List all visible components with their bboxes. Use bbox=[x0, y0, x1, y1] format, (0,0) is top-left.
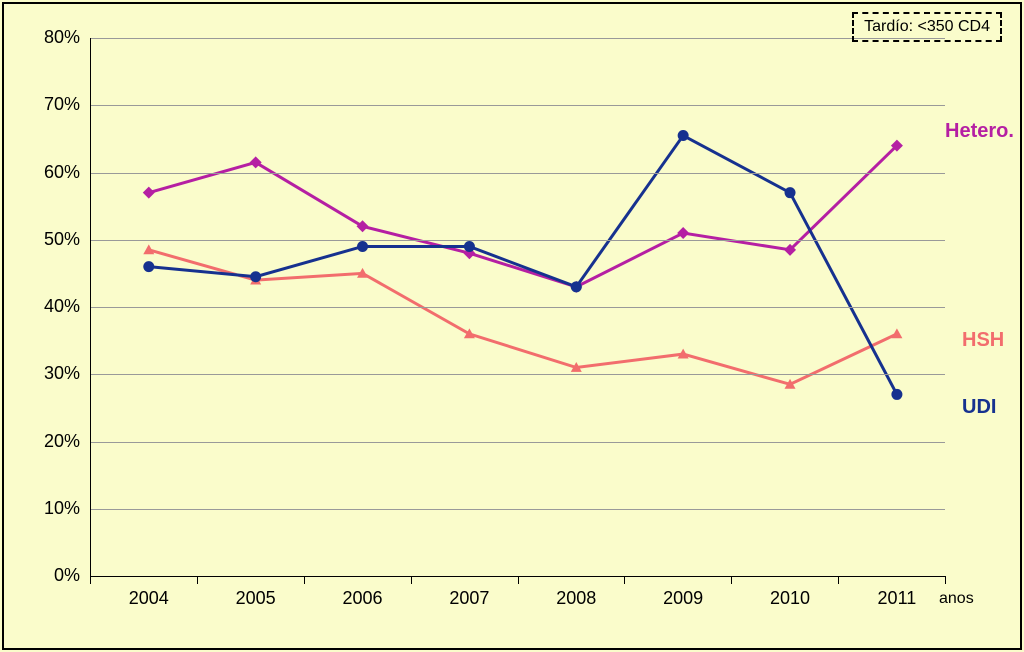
marker bbox=[678, 130, 689, 141]
y-tick-label: 0% bbox=[30, 565, 80, 586]
x-axis-label: anos bbox=[939, 590, 974, 608]
annotation-text: Tardío: <350 CD4 bbox=[864, 18, 990, 35]
x-tick-label: 2007 bbox=[439, 588, 499, 609]
x-tick bbox=[945, 576, 946, 584]
gridline bbox=[90, 173, 945, 174]
x-tick bbox=[411, 576, 412, 584]
y-tick-label: 40% bbox=[30, 296, 80, 317]
marker bbox=[677, 227, 689, 239]
marker bbox=[143, 244, 154, 254]
x-tick-label: 2005 bbox=[226, 588, 286, 609]
y-tick-label: 70% bbox=[30, 94, 80, 115]
chart-container: Tardío: <350 CD4 anos 0% 10% 20% 30% 40% 50% 6… bbox=[0, 0, 1024, 652]
x-tick-label: 2008 bbox=[546, 588, 606, 609]
y-tick-label: 10% bbox=[30, 498, 80, 519]
gridline bbox=[90, 38, 945, 39]
x-tick bbox=[731, 576, 732, 584]
marker bbox=[250, 271, 261, 282]
x-tick-label: 2006 bbox=[333, 588, 393, 609]
series-label-hetero: Hetero. bbox=[945, 120, 1014, 143]
gridline bbox=[90, 240, 945, 241]
marker bbox=[464, 241, 475, 252]
annotation-box: Tardío: <350 CD4 bbox=[852, 12, 1002, 42]
marker bbox=[143, 187, 155, 199]
x-tick-label: 2010 bbox=[760, 588, 820, 609]
gridline bbox=[90, 105, 945, 106]
marker bbox=[143, 261, 154, 272]
series-line-udi bbox=[149, 136, 897, 395]
x-tick bbox=[518, 576, 519, 584]
marker bbox=[891, 328, 902, 338]
marker bbox=[785, 187, 796, 198]
series-label-udi: UDI bbox=[962, 396, 996, 419]
x-tick bbox=[197, 576, 198, 584]
x-tick-label: 2004 bbox=[119, 588, 179, 609]
y-axis-line bbox=[90, 38, 91, 576]
y-tick-label: 50% bbox=[30, 229, 80, 250]
gridline bbox=[90, 442, 945, 443]
x-tick-label: 2009 bbox=[653, 588, 713, 609]
gridline bbox=[90, 307, 945, 308]
marker bbox=[357, 241, 368, 252]
gridline bbox=[90, 374, 945, 375]
y-tick-label: 30% bbox=[30, 363, 80, 384]
series-label-hsh: HSH bbox=[962, 329, 1004, 352]
marker bbox=[571, 281, 582, 292]
x-tick bbox=[838, 576, 839, 584]
gridline bbox=[90, 509, 945, 510]
x-tick-label: 2011 bbox=[867, 588, 927, 609]
x-tick bbox=[90, 576, 91, 584]
marker bbox=[891, 389, 902, 400]
y-tick-label: 80% bbox=[30, 27, 80, 48]
x-tick bbox=[624, 576, 625, 584]
x-tick bbox=[304, 576, 305, 584]
y-tick-label: 20% bbox=[30, 431, 80, 452]
y-tick-label: 60% bbox=[30, 162, 80, 183]
plot-area bbox=[90, 38, 945, 576]
